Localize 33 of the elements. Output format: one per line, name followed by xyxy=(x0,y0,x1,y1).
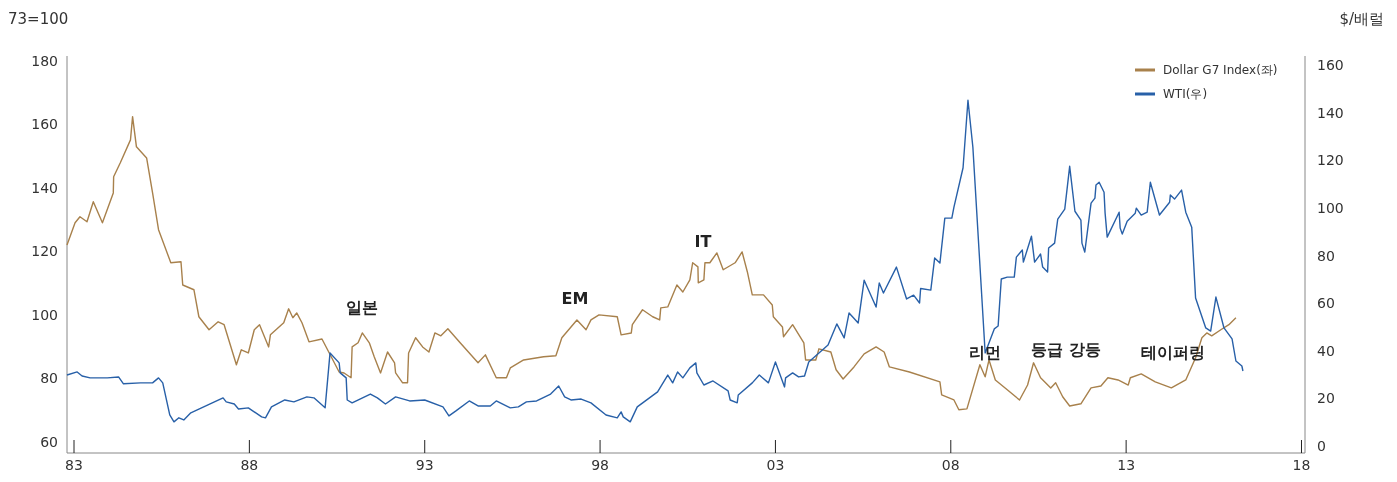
y-tick-label: 160 xyxy=(31,116,58,133)
x-tick-label: 03 xyxy=(766,457,785,473)
y2-tick-label: 60 xyxy=(1317,295,1335,312)
annotation: EM xyxy=(561,288,589,308)
y-tick-label: 60 xyxy=(40,433,58,450)
legend-label: WTI(우) xyxy=(1163,87,1208,102)
x-tick-label: 18 xyxy=(1292,457,1311,473)
y-tick-label: 100 xyxy=(31,306,58,323)
y2-tick-label: 140 xyxy=(1317,104,1344,121)
y2-tick-label: 120 xyxy=(1317,152,1344,169)
x-tick-label: 98 xyxy=(591,457,609,473)
x-tick-label: 93 xyxy=(415,457,434,473)
x-tick-label: 13 xyxy=(1117,457,1136,473)
y2-tick-label: 100 xyxy=(1317,200,1344,217)
annotation: 등급 강등 xyxy=(1031,339,1101,359)
y-axis-title: 73=100 xyxy=(8,10,69,28)
y2-tick-label: 20 xyxy=(1317,390,1335,407)
legend-label: Dollar G7 Index(좌) xyxy=(1163,63,1278,78)
y-tick-label: 120 xyxy=(31,243,58,260)
x-tick-label: 88 xyxy=(240,457,259,473)
x-tick-label: 08 xyxy=(941,457,960,473)
y2-tick-label: 0 xyxy=(1317,437,1326,454)
y-tick-label: 180 xyxy=(31,52,58,69)
annotation: IT xyxy=(694,231,712,251)
y-tick-label: 80 xyxy=(40,370,58,387)
annotation: 일본 xyxy=(346,297,378,317)
y2-axis-title: $/배럴 xyxy=(1339,10,1384,28)
x-tick-label: 83 xyxy=(65,457,83,473)
annotation: 리먼 xyxy=(969,342,1001,362)
y-tick-label: 140 xyxy=(31,179,58,196)
y2-tick-label: 40 xyxy=(1317,342,1335,359)
y2-tick-label: 80 xyxy=(1317,247,1335,264)
y2-tick-label: 160 xyxy=(1317,57,1344,74)
